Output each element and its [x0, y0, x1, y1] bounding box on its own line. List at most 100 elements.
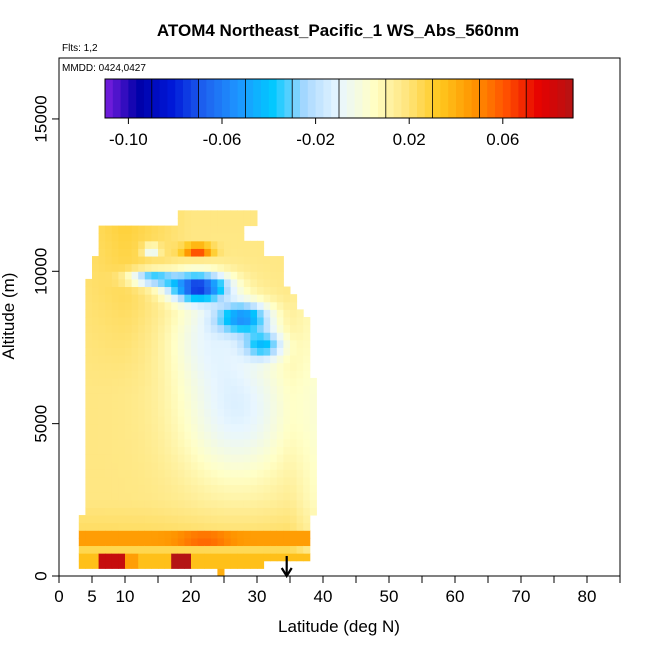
- heatmap-cell: [250, 476, 258, 486]
- heatmap-cell: [197, 317, 205, 326]
- heatmap-cell: [276, 317, 284, 326]
- heatmap-cell: [283, 522, 291, 531]
- heatmap-cell: [270, 423, 278, 432]
- heatmap-cell: [210, 408, 218, 417]
- heatmap-cell: [164, 263, 172, 272]
- heatmap-cell: [105, 385, 113, 394]
- heatmap-cell: [105, 240, 113, 249]
- heatmap-cell: [276, 332, 284, 341]
- heatmap-cell: [210, 469, 218, 478]
- colorbar-segment: [495, 79, 504, 118]
- heatmap-cell: [303, 377, 311, 387]
- heatmap-cell: [151, 256, 159, 265]
- heatmap-cell: [263, 324, 271, 333]
- heatmap-cell: [125, 469, 133, 478]
- colorbar-segment: [315, 79, 324, 118]
- heatmap-cell: [118, 332, 126, 341]
- heatmap-cell: [296, 408, 304, 417]
- heatmap-cell: [204, 537, 212, 547]
- heatmap-cell: [230, 233, 238, 242]
- heatmap-cell: [171, 438, 179, 447]
- heatmap-cell: [276, 263, 284, 272]
- heatmap-cell: [303, 492, 311, 501]
- colorbar-segment: [385, 79, 395, 118]
- heatmap-cell: [230, 339, 238, 348]
- heatmap-cell: [105, 278, 113, 288]
- heatmap-cell: [224, 332, 232, 341]
- heatmap-cell: [217, 248, 225, 257]
- heatmap-cell: [98, 317, 106, 326]
- heatmap-cell: [224, 370, 232, 379]
- heatmap-cell: [118, 515, 126, 524]
- heatmap-cell: [125, 225, 133, 234]
- heatmap-cell: [243, 324, 251, 333]
- heatmap-cell: [290, 408, 298, 417]
- heatmap-cell: [283, 377, 291, 387]
- heatmap-cell: [171, 271, 179, 280]
- heatmap-cell: [98, 476, 106, 486]
- heatmap-cell: [204, 484, 212, 493]
- heatmap-cell: [151, 309, 159, 318]
- heatmap-cell: [118, 507, 126, 516]
- heatmap-cell: [210, 416, 218, 425]
- heatmap-cell: [243, 553, 251, 562]
- heatmap-cell: [171, 278, 179, 288]
- heatmap-cell: [125, 377, 133, 387]
- heatmap-cell: [230, 332, 238, 341]
- heatmap-cell: [111, 225, 119, 234]
- heatmap-cell: [250, 377, 258, 387]
- colorbar-segment: [323, 79, 332, 118]
- heatmap-cell: [283, 317, 291, 326]
- heatmap-cell: [237, 278, 245, 288]
- heatmap-cell: [92, 324, 100, 333]
- colorbar-segment: [409, 79, 418, 118]
- heatmap-cell: [151, 553, 159, 562]
- heatmap-cell: [177, 278, 185, 288]
- heatmap-cell: [191, 400, 199, 409]
- heatmap-cell: [276, 476, 284, 486]
- heatmap-cell: [204, 393, 212, 402]
- colorbar-segment: [557, 79, 566, 118]
- heatmap-cell: [85, 423, 93, 432]
- heatmap-cell: [309, 484, 317, 493]
- heatmap-cell: [151, 271, 159, 280]
- heatmap-cell: [125, 256, 133, 265]
- heatmap-cell: [164, 454, 172, 463]
- heatmap-cell: [204, 530, 212, 539]
- heatmap-cell: [243, 400, 251, 409]
- heatmap-cell: [283, 370, 291, 379]
- heatmap-cell: [138, 499, 146, 508]
- heatmap-cell: [217, 377, 225, 387]
- heatmap-cell: [111, 278, 119, 288]
- heatmap-cell: [177, 537, 185, 547]
- heatmap-cell: [85, 461, 93, 470]
- heatmap-cell: [111, 248, 119, 257]
- heatmap-cell: [118, 347, 126, 356]
- heatmap-cell: [158, 469, 166, 478]
- heatmap-cell: [98, 294, 106, 303]
- colorbar-segment: [471, 79, 480, 118]
- heatmap-cell: [177, 377, 185, 387]
- heatmap-cell: [257, 362, 265, 371]
- heatmap-cell: [98, 515, 106, 524]
- heatmap-cell: [230, 446, 238, 455]
- heatmap-cell: [131, 423, 139, 432]
- heatmap-cell: [230, 499, 238, 508]
- heatmap-cell: [177, 416, 185, 425]
- heatmap-cell: [303, 362, 311, 371]
- heatmap-cell: [85, 301, 93, 310]
- heatmap-cell: [111, 377, 119, 387]
- heatmap-cell: [177, 339, 185, 348]
- heatmap-cell: [237, 484, 245, 493]
- heatmap-cell: [151, 499, 159, 508]
- heatmap-cell: [118, 377, 126, 387]
- heatmap-cell: [217, 355, 225, 364]
- heatmap-cell: [105, 476, 113, 486]
- heatmap-cell: [184, 210, 192, 219]
- heatmap-cell: [210, 248, 218, 257]
- heatmap-cell: [125, 537, 133, 547]
- heatmap-cell: [138, 256, 146, 265]
- heatmap-cell: [237, 553, 245, 562]
- heatmap-cell: [290, 400, 298, 409]
- heatmap-cell: [164, 286, 172, 295]
